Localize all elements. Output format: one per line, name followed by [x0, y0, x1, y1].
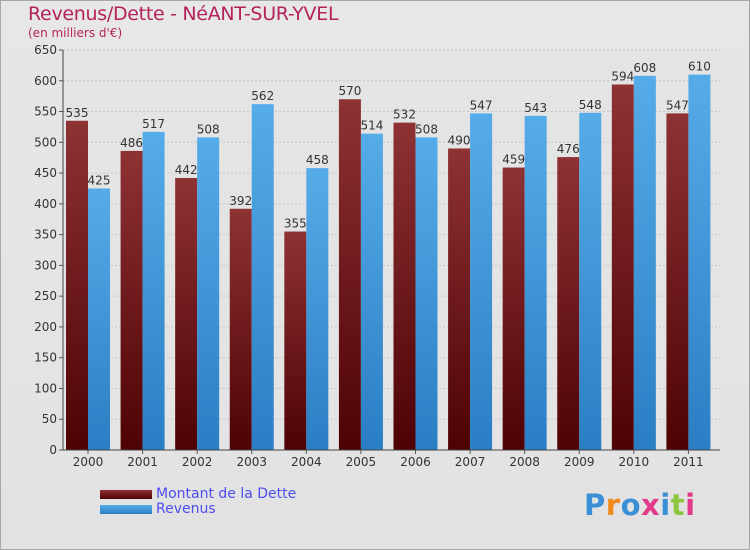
- bar-dette: [448, 148, 471, 450]
- bar-revenus: [251, 104, 274, 451]
- data-label: 532: [393, 108, 416, 122]
- bar-dette: [611, 84, 634, 450]
- bar-dette: [393, 122, 416, 450]
- bar-revenus: [88, 188, 110, 450]
- x-tick-label: 2003: [236, 455, 267, 469]
- logo-letter: r: [605, 488, 621, 522]
- chart-title: Revenus/Dette - NéANT-SUR-YVEL: [28, 3, 339, 25]
- y-tick-label: 500: [34, 135, 57, 149]
- data-label: 543: [524, 101, 547, 115]
- legend-item-dette: Montant de la Dette: [100, 486, 297, 502]
- bar-dette: [66, 120, 88, 451]
- data-label: 459: [502, 153, 525, 167]
- legend-swatch-revenus: [100, 504, 152, 514]
- x-tick-label: 2004: [291, 455, 322, 469]
- data-label: 476: [557, 142, 580, 156]
- bar-revenus: [470, 113, 493, 450]
- data-label: 570: [338, 84, 361, 98]
- x-tick-label: 2008: [509, 455, 540, 469]
- x-tick-label: 2001: [127, 455, 158, 469]
- x-tick-label: 2005: [346, 455, 377, 469]
- bar-revenus: [415, 137, 438, 450]
- bars: 5354254865174425083925623554585705145325…: [66, 60, 711, 451]
- y-tick-label: 250: [34, 289, 57, 303]
- bar-revenus: [306, 168, 329, 450]
- data-label: 608: [633, 61, 656, 75]
- data-label: 508: [197, 122, 220, 136]
- chart-subtitle: (en milliers d'€): [28, 26, 123, 40]
- bar-dette: [338, 99, 361, 450]
- bar-revenus: [142, 131, 165, 450]
- x-tick-label: 2007: [455, 455, 486, 469]
- y-tick-label: 150: [34, 351, 57, 365]
- data-label: 355: [284, 217, 307, 231]
- y-tick-label: 300: [34, 258, 57, 272]
- legend-label-dette: Montant de la Dette: [156, 486, 297, 502]
- legend-swatch-dette: [100, 489, 152, 499]
- bar-revenus: [688, 74, 711, 450]
- logo-letter: i: [660, 488, 671, 522]
- x-tick-label: 2006: [400, 455, 431, 469]
- bar-dette: [557, 157, 580, 451]
- bar-revenus: [579, 112, 602, 451]
- bar-revenus: [360, 133, 383, 450]
- data-label: 562: [251, 89, 274, 103]
- data-label: 547: [666, 98, 689, 112]
- proxiti-logo: Proxiti: [584, 488, 696, 522]
- bar-dette: [175, 178, 198, 450]
- bar-revenus: [524, 115, 547, 450]
- data-label: 547: [470, 98, 493, 112]
- bar-dette: [502, 167, 525, 451]
- logo-letter: t: [670, 488, 686, 522]
- logo-letter: o: [620, 488, 642, 522]
- data-label: 508: [415, 122, 438, 136]
- legend-label-revenus: Revenus: [156, 501, 216, 517]
- plot-area: [63, 50, 720, 450]
- data-label: 610: [688, 60, 711, 74]
- data-label: 490: [448, 133, 471, 147]
- data-label: 486: [120, 136, 143, 150]
- data-label: 442: [175, 163, 198, 177]
- y-tick-label: 550: [34, 105, 57, 119]
- data-label: 517: [142, 117, 165, 131]
- y-tick-label: 0: [49, 443, 57, 457]
- data-label: 535: [66, 106, 89, 120]
- logo-letter: x: [641, 488, 661, 522]
- y-tick-label: 600: [34, 74, 57, 88]
- y-tick-label: 450: [34, 166, 57, 180]
- x-tick-label: 2011: [673, 455, 704, 469]
- x-tick-label: 2002: [182, 455, 213, 469]
- y-axis: 0 50 100 150 200 250 300 350 400 450 500 550 600 650: [34, 43, 64, 457]
- data-label: 425: [88, 173, 111, 187]
- x-tick-label: 2009: [564, 455, 595, 469]
- data-label: 548: [579, 98, 602, 112]
- legend-item-revenus: Revenus: [100, 501, 216, 517]
- data-label: 514: [360, 119, 383, 133]
- x-tick-label: 2000: [73, 455, 104, 469]
- x-tick-label: 2010: [619, 455, 650, 469]
- bar-dette: [284, 231, 307, 450]
- bar-revenus: [633, 75, 656, 450]
- data-label: 392: [229, 194, 252, 208]
- y-tick-label: 50: [42, 412, 57, 426]
- data-label: 594: [611, 69, 634, 83]
- x-axis: 2000 2001 2002 2003 2004 2005 2006 2007 2008 2009…: [63, 449, 720, 469]
- logo-letter: P: [584, 488, 606, 522]
- bar-dette: [120, 150, 143, 450]
- y-tick-label: 650: [34, 43, 57, 57]
- bar-dette: [666, 113, 689, 450]
- bar-dette: [229, 208, 252, 450]
- data-label: 458: [306, 153, 329, 167]
- y-tick-label: 100: [34, 381, 57, 395]
- y-tick-label: 200: [34, 320, 57, 334]
- logo-letter: i: [685, 488, 696, 522]
- bar-revenus: [197, 137, 220, 450]
- y-tick-label: 400: [34, 197, 57, 211]
- y-tick-label: 350: [34, 228, 57, 242]
